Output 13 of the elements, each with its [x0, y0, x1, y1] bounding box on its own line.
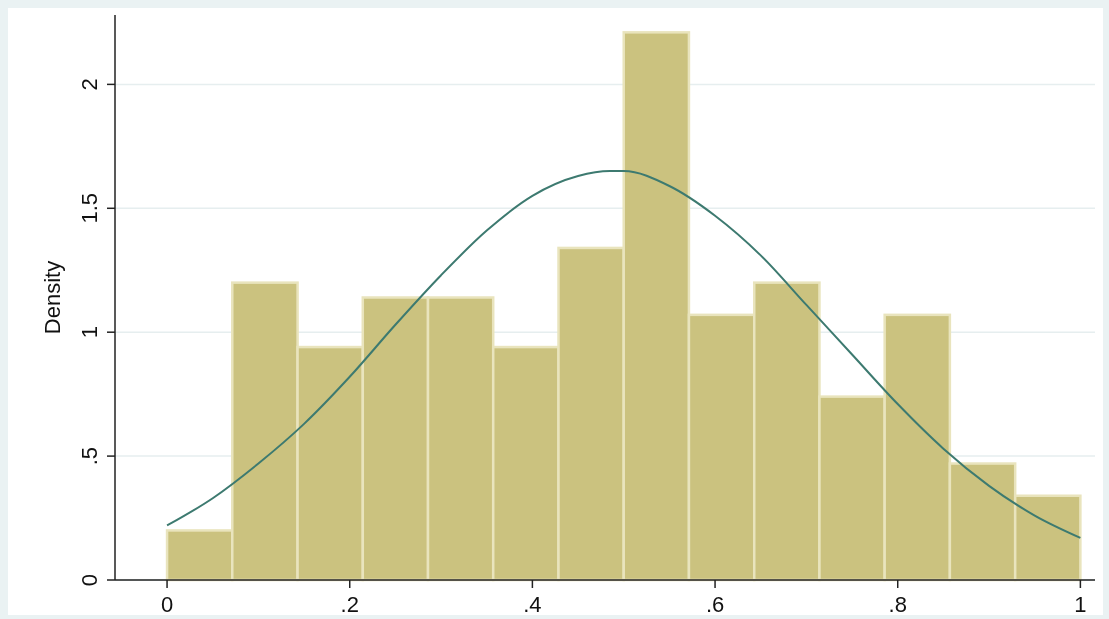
y-tick-label: 0 [77, 573, 102, 587]
x-tick-label: 0 [160, 592, 174, 617]
x-tick-label: .4 [523, 592, 542, 617]
x-tick-label: .8 [888, 592, 907, 617]
y-tick-label: .5 [77, 446, 102, 466]
y-tick-label: 1 [77, 326, 102, 339]
y-tick-label: 2 [77, 78, 102, 91]
y-tick-label: 1.5 [77, 192, 102, 224]
x-tick-label: .6 [705, 592, 725, 617]
y-axis-title: Density [40, 260, 65, 335]
line-series [166, 170, 1082, 539]
x-tick-label: 1 [1074, 592, 1087, 617]
x-tick-label: .2 [340, 592, 359, 617]
